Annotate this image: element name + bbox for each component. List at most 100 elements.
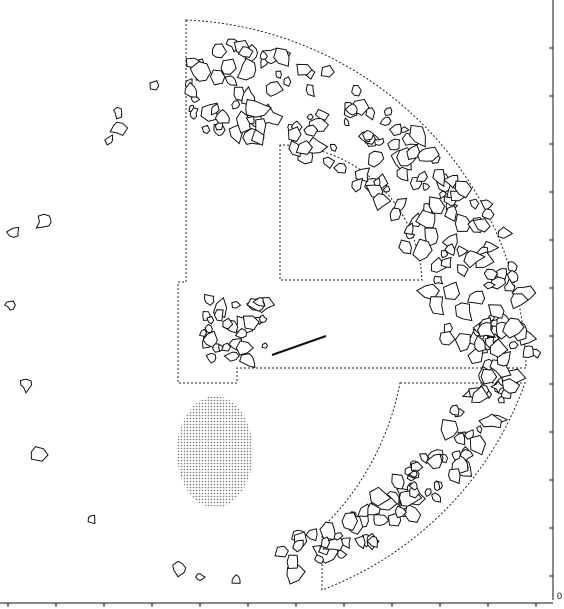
stone: [456, 245, 469, 258]
stone: [372, 177, 381, 186]
stone: [507, 261, 518, 274]
stone: [210, 103, 220, 116]
stone: [480, 199, 494, 211]
stone: [477, 321, 497, 338]
stone: [497, 396, 505, 404]
find-marker: [271, 335, 327, 356]
stone: [478, 413, 503, 429]
stone: [221, 342, 232, 352]
stone: [425, 453, 443, 470]
stone: [35, 213, 52, 229]
stone: [206, 315, 215, 325]
stone: [489, 338, 509, 358]
stone: [305, 84, 316, 98]
stone: [409, 124, 426, 148]
stone: [189, 61, 212, 82]
stone: [220, 58, 237, 75]
scale-origin-label: 0: [557, 591, 562, 601]
stone: [444, 243, 456, 257]
stone: [388, 123, 402, 137]
stone: [274, 545, 289, 558]
stippled-area: [177, 396, 253, 508]
stone: [379, 116, 392, 127]
stone: [456, 264, 469, 278]
stone: [30, 446, 49, 462]
stone: [234, 328, 248, 339]
stone: [383, 107, 393, 116]
stone: [449, 404, 460, 416]
stone: [265, 81, 284, 97]
stone: [333, 532, 344, 541]
stone: [389, 207, 402, 222]
stone: [329, 143, 338, 152]
lower-excavation-area: [321, 382, 526, 591]
stone: [354, 167, 371, 183]
stone: [433, 275, 444, 285]
stone: [502, 317, 525, 339]
stone: [203, 293, 215, 306]
stone: [415, 170, 429, 182]
stone: [444, 204, 458, 223]
stone: [463, 250, 486, 269]
stone: [224, 75, 238, 86]
stone: [223, 351, 240, 362]
stone: [259, 314, 268, 323]
stone: [408, 480, 418, 491]
stone: [255, 118, 267, 136]
stone: [429, 296, 445, 316]
stone: [201, 124, 211, 135]
stone: [433, 480, 441, 492]
stone: [231, 99, 241, 110]
stone: [483, 281, 496, 290]
stone: [440, 419, 459, 441]
stone: [383, 184, 391, 193]
stone: [172, 560, 187, 578]
stone: [522, 345, 534, 359]
stone: [287, 126, 302, 142]
stone: [303, 124, 319, 137]
stone: [211, 43, 228, 59]
stone: [333, 162, 347, 174]
stone: [259, 50, 268, 60]
stone: [283, 75, 292, 87]
stone: [508, 340, 519, 350]
stone: [431, 492, 442, 503]
stone: [3, 300, 16, 311]
stone: [231, 574, 241, 584]
stone: [205, 352, 217, 364]
stone: [222, 317, 234, 330]
stone: [447, 468, 461, 485]
stone: [395, 505, 408, 519]
stone: [483, 268, 499, 281]
stone: [238, 353, 256, 368]
stone: [361, 129, 375, 141]
stone: [341, 512, 359, 531]
stone: [469, 198, 480, 210]
stone: [510, 293, 529, 310]
stone: [313, 554, 325, 564]
stone: [422, 182, 431, 192]
stone: [501, 378, 521, 394]
stone: [398, 239, 412, 255]
stone: [415, 209, 436, 229]
stone: [480, 368, 498, 385]
stone: [235, 340, 255, 356]
stone: [489, 380, 506, 395]
stone: [412, 238, 433, 262]
stone: [467, 290, 486, 305]
stone: [204, 323, 213, 334]
stone: [242, 315, 260, 331]
stone: [306, 113, 314, 120]
stone: [343, 117, 350, 127]
stone: [430, 256, 447, 273]
stone: [506, 269, 519, 284]
stone: [198, 328, 208, 338]
stone: [314, 108, 330, 121]
stone: [453, 432, 466, 446]
stone: [454, 302, 473, 322]
stone: [476, 424, 483, 435]
stone: [406, 144, 421, 161]
stone: [487, 304, 505, 319]
stone: [231, 300, 242, 309]
